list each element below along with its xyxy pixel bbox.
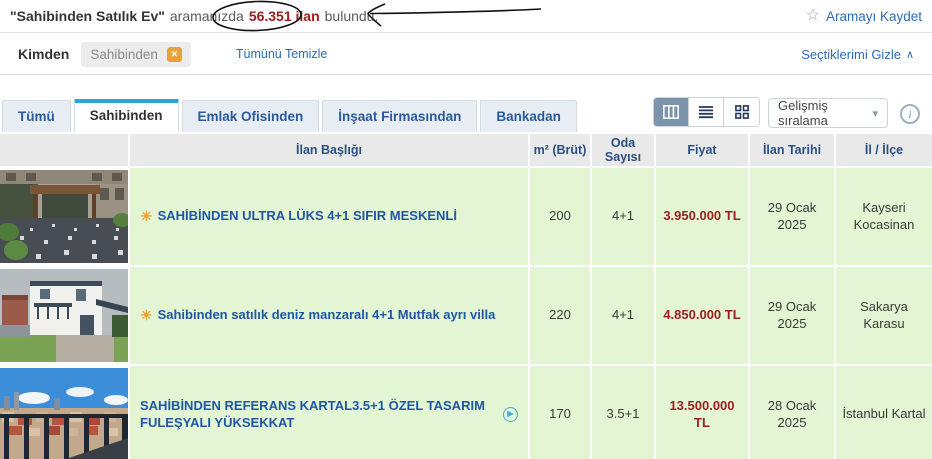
info-icon[interactable]: i [900,104,920,124]
listing-title-text: SAHİBİNDEN REFERANS KARTAL3.5+1 ÖZEL TAS… [140,397,485,430]
column-header-date: İlan Tarihi [750,134,834,166]
summary-end-text: bulundu. [324,8,379,24]
listings-table: İlan Başlığı m² (Brüt) Oda Sayısı Fiyat … [0,134,932,459]
cell-rooms: 4+1 [592,168,654,265]
cell-date: 29 Ocak 2025 [750,168,834,265]
chevron-down-icon: ▾ [872,107,878,120]
column-header-location: İl / İlçe [836,134,932,166]
listing-thumbnail[interactable] [0,366,128,459]
cell-m2: 200 [530,168,590,265]
hide-selected-link[interactable]: Seçtiklerimi Gizle ∧ [801,47,914,62]
star-icon: ☆ [805,7,820,24]
tab-tumu[interactable]: Tümü [2,100,71,132]
save-search-button[interactable]: ☆ Aramayı Kaydet [806,8,922,24]
cell-location: Kayseri Kocasinan [836,168,932,265]
search-query-text: "Sahibinden Satılık Ev" [10,8,165,24]
listing-thumbnail[interactable] [0,168,128,265]
cell-m2: 170 [530,366,590,459]
cell-price: 13.500.000 TL [656,366,748,459]
grid-icon [734,105,749,119]
listing-thumbnail-image [0,269,128,362]
column-header-title: İlan Başlığı [130,134,528,166]
summary-mid-text: aramanızda [169,8,244,24]
listing-thumbnail[interactable] [0,267,128,364]
filter-bar: Kimden Sahibinden ✕ Tümünü Temizle Seçti… [0,34,932,75]
listing-title-link[interactable]: ☀ SAHİBİNDEN ULTRA LÜKS 4+1 SIFIR MESKEN… [130,168,528,265]
tab-insaat-firmasindan[interactable]: İnşaat Firmasından [322,100,478,132]
sun-icon: ☀ [140,307,153,324]
listing-title-link[interactable]: ☀ Sahibinden satılık deniz manzaralı 4+1… [130,267,528,364]
column-header-thumbnail [0,134,128,166]
tab-bankadan[interactable]: Bankadan [480,100,577,132]
filter-label: Kimden [18,46,70,62]
listing-title-text: SAHİBİNDEN ULTRA LÜKS 4+1 SIFIR MESKENLİ [157,208,457,224]
cell-rooms: 4+1 [592,267,654,364]
column-header-price: Fiyat [656,134,748,166]
cell-price: 4.850.000 TL [656,267,748,364]
result-count: 56.351 ilan [248,8,320,24]
view-toggle-columns[interactable] [654,98,689,126]
clear-all-link[interactable]: Tümünü Temizle [235,47,328,61]
results-summary-bar: "Sahibinden Satılık Ev" aramanızda 56.35… [0,0,932,33]
listing-thumbnail-image [0,170,128,263]
listing-title-text: Sahibinden satılık deniz manzaralı 4+1 M… [157,307,496,323]
cell-date: 29 Ocak 2025 [750,267,834,364]
play-icon: ▶ [503,407,518,422]
tab-sahibinden[interactable]: Sahibinden [73,99,179,132]
column-header-m2: m² (Brüt) [530,134,590,166]
filter-chip-sahibinden: Sahibinden ✕ [81,41,191,67]
chip-close-icon[interactable]: ✕ [166,46,182,62]
tab-emlak-ofisinden[interactable]: Emlak Ofisinden [181,100,320,132]
seller-type-tabs: Tümü Sahibinden Emlak Ofisinden İnşaat F… [2,99,577,132]
cell-rooms: 3.5+1 [592,366,654,459]
column-header-rooms: Oda Sayısı [592,134,654,166]
listing-toolbar: Tümü Sahibinden Emlak Ofisinden İnşaat F… [0,92,932,132]
cell-location: Sakarya Karasu [836,267,932,364]
columns-icon [663,105,679,119]
sort-dropdown[interactable]: Gelişmiş sıralama ▾ [768,98,888,128]
view-toggle-list[interactable] [689,98,724,126]
cell-price: 3.950.000 TL [656,168,748,265]
sort-dropdown-value: Gelişmiş sıralama [778,98,828,128]
listing-title-link[interactable]: ☀ SAHİBİNDEN REFERANS KARTAL3.5+1 ÖZEL T… [130,366,528,459]
list-icon [699,106,713,119]
cell-date: 28 Ocak 2025 [750,366,834,459]
hide-selected-label: Seçtiklerimi Gizle [801,46,901,62]
filter-chip-label: Sahibinden [90,46,158,62]
chevron-up-icon: ∧ [905,48,914,61]
view-toggle-grid[interactable] [724,98,759,126]
cell-location: İstanbul Kartal [836,366,932,459]
view-toggle-group [653,97,760,127]
save-search-label: Aramayı Kaydet [825,8,922,24]
cell-m2: 220 [530,267,590,364]
listing-thumbnail-image [0,368,128,459]
sun-icon: ☀ [140,208,153,225]
